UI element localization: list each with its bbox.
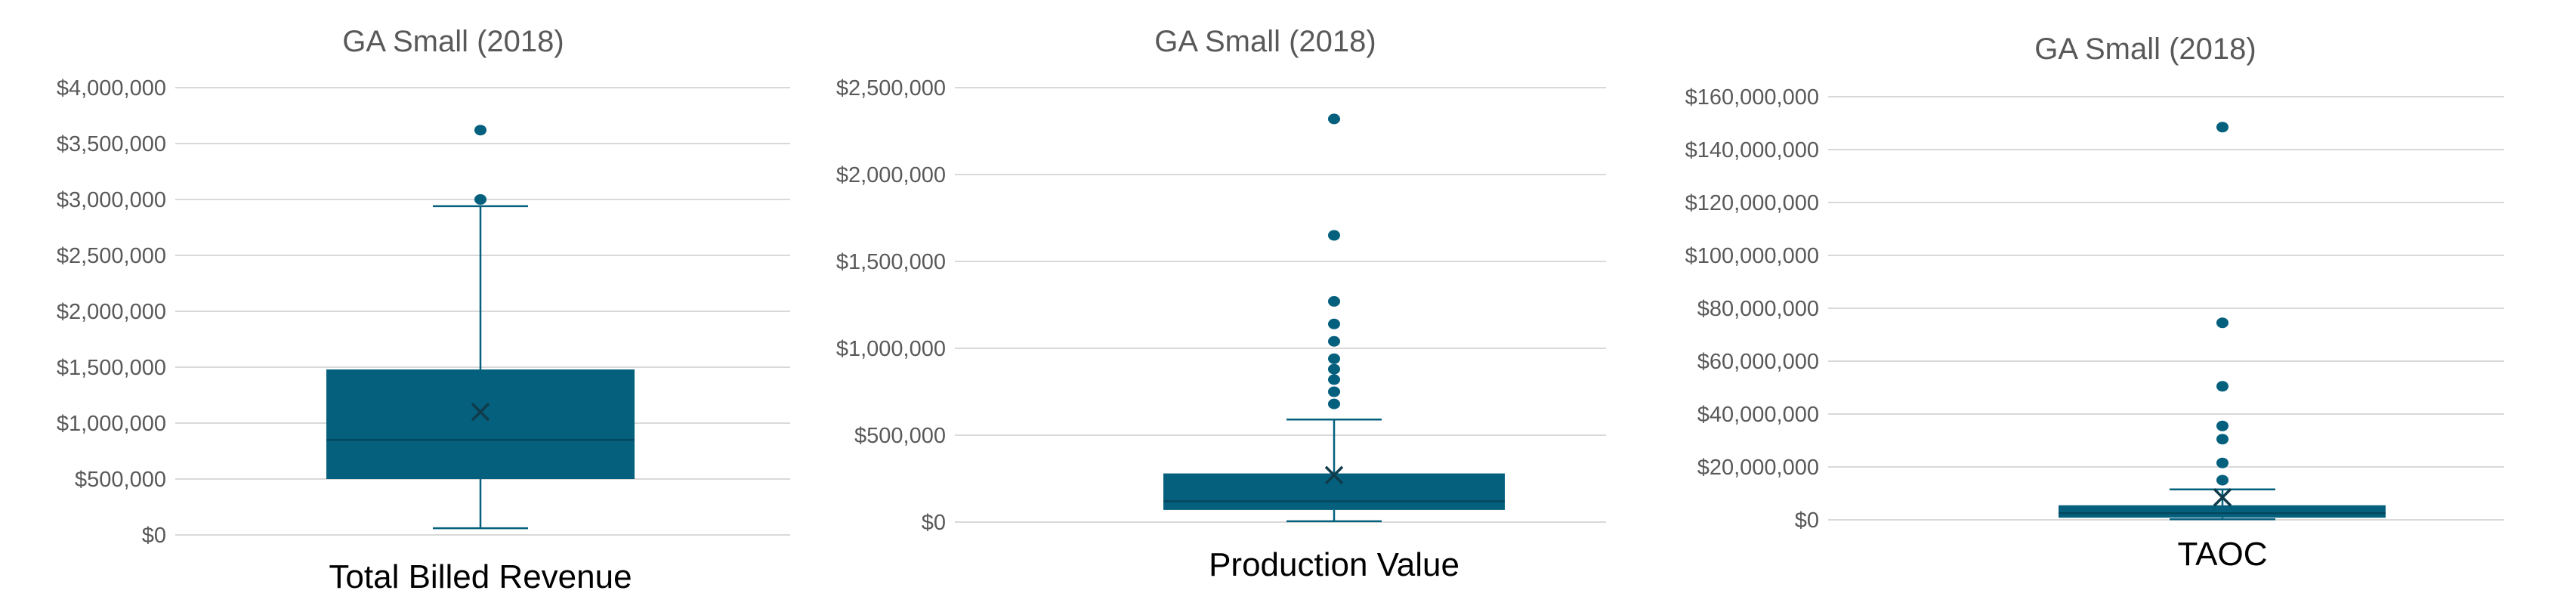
- y-tick-label: $2,500,000: [57, 244, 166, 268]
- y-tick-label: $0: [1795, 508, 1819, 533]
- y-tick-label: $3,000,000: [57, 188, 166, 212]
- outlier-point: [474, 194, 486, 205]
- outlier-point: [2216, 381, 2229, 392]
- outlier-point: [1328, 386, 1340, 397]
- outlier-point: [2216, 420, 2229, 431]
- chart-panel-production-value: GA Small (2018) $0 $500,000 $1,000,000 $1,50…: [816, 0, 1617, 608]
- mean-marker: [471, 402, 490, 422]
- y-tick-label: $160,000,000: [1685, 85, 1819, 110]
- outlier-point: [1328, 318, 1340, 329]
- outlier-point: [474, 125, 486, 136]
- category-label: Production Value: [1209, 546, 1459, 583]
- y-tick-label: $500,000: [75, 468, 166, 492]
- outlier-point: [2216, 474, 2229, 486]
- outlier-point: [1328, 295, 1340, 307]
- mean-marker: [1324, 465, 1344, 485]
- y-tick-label: $4,000,000: [57, 76, 166, 100]
- iqr-box: [1163, 473, 1505, 510]
- iqr-box: [2059, 505, 2386, 518]
- outlier-point: [2216, 457, 2229, 468]
- chart-title: GA Small (2018): [1154, 25, 1376, 58]
- category-label: Total Billed Revenue: [329, 558, 632, 595]
- y-tick-label: $1,500,000: [836, 250, 946, 274]
- outlier-point: [2216, 434, 2229, 445]
- outlier-point: [2216, 122, 2229, 133]
- y-tick-label: $2,000,000: [836, 163, 946, 187]
- y-tick-label: $140,000,000: [1685, 138, 1819, 162]
- y-tick-label: $1,000,000: [836, 337, 946, 361]
- y-tick-label: $2,500,000: [836, 76, 946, 100]
- box-chart-production-value: GA Small (2018) $0 $500,000 $1,000,000 $1,50…: [836, 25, 1606, 583]
- y-tick-label: $0: [142, 524, 166, 548]
- outlier-point: [1328, 353, 1340, 364]
- chart-title: GA Small (2018): [342, 25, 564, 58]
- y-tick-label: $80,000,000: [1697, 297, 1819, 321]
- y-tick-label: $40,000,000: [1697, 403, 1819, 427]
- outlier-point: [1328, 374, 1340, 385]
- iqr-box: [326, 369, 635, 479]
- y-tick-label: $0: [922, 511, 946, 535]
- category-label: TAOC: [2178, 536, 2268, 573]
- chart-panel-taoc: GA Small (2018) $0 $20,000,000 $40,000,000 $…: [1632, 0, 2576, 608]
- y-tick-label: $100,000,000: [1685, 244, 1819, 268]
- y-tick-label: $120,000,000: [1685, 191, 1819, 215]
- y-tick-label: $3,500,000: [57, 132, 166, 156]
- y-tick-label: $60,000,000: [1697, 350, 1819, 374]
- outlier-point: [1328, 363, 1340, 375]
- y-tick-label: $1,500,000: [57, 356, 166, 380]
- y-tick-label: $2,000,000: [57, 300, 166, 324]
- y-tick-label: $20,000,000: [1697, 456, 1819, 480]
- box-chart-total-billed-revenue: GA Small (2018) $0 $500,000 $1,000,000 $1,50…: [57, 25, 790, 595]
- mean-marker: [2213, 488, 2232, 507]
- outlier-point: [1328, 398, 1340, 410]
- box-chart-taoc: GA Small (2018) $0 $20,000,000 $40,000,000 $…: [1685, 32, 2504, 573]
- y-tick-label: $1,000,000: [57, 412, 166, 436]
- outlier-point: [2216, 317, 2229, 329]
- chart-panel-total-billed-revenue: GA Small (2018) $0 $500,000 $1,000,000 $1,50…: [0, 0, 801, 608]
- y-tick-label: $500,000: [854, 424, 946, 448]
- outlier-point: [1328, 230, 1340, 241]
- chart-title: GA Small (2018): [2034, 32, 2256, 66]
- outlier-point: [1328, 335, 1340, 347]
- outlier-point: [1328, 113, 1340, 125]
